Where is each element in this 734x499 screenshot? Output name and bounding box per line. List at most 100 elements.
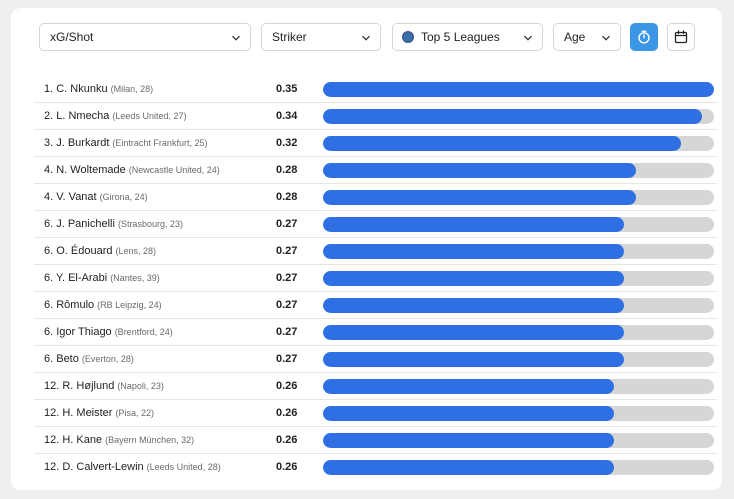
stat-bar-fill	[323, 406, 614, 421]
stat-bar-fill	[323, 190, 636, 205]
player-stat-value: 0.35	[276, 83, 298, 95]
player-row[interactable]: 6. O. Édouard (Lens, 28) 0.27	[34, 238, 717, 265]
stat-bar-fill	[323, 109, 703, 124]
player-name: 3. J. Burkardt (Eintracht Frankfurt, 25)	[44, 130, 207, 157]
player-stat-value: 0.28	[276, 191, 298, 203]
player-club-age: (Bayern München, 32)	[105, 435, 195, 445]
player-club-age: (Leeds United, 28)	[146, 462, 221, 472]
player-name-text: 12. D. Calvert-Lewin	[44, 461, 144, 473]
player-club-age: (Napoli, 23)	[117, 381, 164, 391]
league-globe-icon	[402, 31, 414, 43]
stat-bar-track	[323, 352, 714, 367]
stat-bar-track	[323, 325, 714, 340]
stat-bar-track	[323, 298, 714, 313]
player-club-age: (Leeds United, 27)	[112, 111, 187, 121]
stat-bar-fill	[323, 271, 625, 286]
stat-bar-fill	[323, 82, 714, 97]
stat-bar-fill	[323, 163, 636, 178]
chevron-down-icon	[524, 35, 532, 41]
player-row[interactable]: 12. D. Calvert-Lewin (Leeds United, 28) 0.…	[34, 454, 717, 481]
player-row[interactable]: 6. Beto (Everton, 28) 0.27	[34, 346, 717, 373]
player-name: 12. D. Calvert-Lewin (Leeds United, 28)	[44, 454, 221, 481]
player-stat-value: 0.26	[276, 434, 298, 446]
chevron-down-icon	[602, 35, 610, 41]
player-name: 6. Igor Thiago (Brentford, 24)	[44, 319, 173, 346]
player-ranking-list: 1. C. Nkunku (Milan, 28) 0.35 2. L. Nmecha(…	[34, 76, 717, 481]
player-name-text: 6. O. Édouard	[44, 245, 113, 257]
player-row[interactable]: 4. N. Woltemade (Newcastle United, 24) 0.2…	[34, 157, 717, 184]
player-club-age: (Girona, 24)	[99, 192, 148, 202]
stat-bar-fill	[323, 136, 681, 151]
stat-bar-track	[323, 109, 714, 124]
stat-bar-fill	[323, 217, 625, 232]
player-club-age: (Milan, 28)	[110, 84, 154, 94]
player-club-age: (Brentford, 24)	[114, 327, 173, 337]
player-name-text: 2. L. Nmecha	[44, 110, 110, 122]
player-row[interactable]: 12. H. Meister (Pisa, 22) 0.26	[34, 400, 717, 427]
calendar-icon	[674, 30, 688, 44]
player-name: 1. C. Nkunku (Milan, 28)	[44, 76, 153, 103]
stat-bar-fill	[323, 433, 614, 448]
player-row[interactable]: 12. H. Kane (Bayern München, 32) 0.26	[34, 427, 717, 454]
player-name: 12. H. Meister (Pisa, 22)	[44, 400, 154, 427]
age-select[interactable]: Age	[553, 23, 621, 51]
player-row[interactable]: 6. Rômulo (RB Leipzig, 24) 0.27	[34, 292, 717, 319]
player-row[interactable]: 3. J. Burkardt (Eintracht Frankfurt, 25) 0…	[34, 130, 717, 157]
player-name-text: 3. J. Burkardt	[44, 137, 110, 149]
player-club-age: (Eintracht Frankfurt, 25)	[112, 138, 208, 148]
player-name: 4. N. Woltemade (Newcastle United, 24)	[44, 157, 220, 184]
player-stat-value: 0.27	[276, 299, 298, 311]
player-club-age: (RB Leipzig, 24)	[97, 300, 162, 310]
player-name: 6. Rômulo (RB Leipzig, 24)	[44, 292, 162, 319]
player-stat-value: 0.27	[276, 245, 298, 257]
calendar-button[interactable]	[667, 23, 695, 51]
player-club-age: (Pisa, 22)	[115, 408, 154, 418]
player-club-age: (Newcastle United, 24)	[128, 165, 220, 175]
age-select-label: Age	[564, 30, 586, 44]
player-row[interactable]: 12. R. Højlund (Napoli, 23) 0.26	[34, 373, 717, 400]
stopwatch-icon	[638, 30, 650, 44]
player-stat-value: 0.27	[276, 218, 298, 230]
player-name: 12. R. Højlund (Napoli, 23)	[44, 373, 164, 400]
leaderboard-card: xG/Shot Striker Top 5 Leagues Age	[11, 8, 722, 490]
stat-bar-track	[323, 433, 714, 448]
player-name-text: 12. H. Meister	[44, 407, 113, 419]
player-row[interactable]: 2. L. Nmecha (Leeds United, 27) 0.34	[34, 103, 717, 130]
player-row[interactable]: 6. Igor Thiago (Brentford, 24) 0.27	[34, 319, 717, 346]
player-name-text: 6. Igor Thiago	[44, 326, 112, 338]
stat-bar-fill	[323, 352, 625, 367]
player-stat-value: 0.28	[276, 164, 298, 176]
chevron-down-icon	[232, 35, 240, 41]
position-select[interactable]: Striker	[261, 23, 381, 51]
player-stat-value: 0.27	[276, 326, 298, 338]
player-stat-value: 0.26	[276, 461, 298, 473]
chevron-down-icon	[362, 35, 370, 41]
stat-bar-track	[323, 136, 714, 151]
player-stat-value: 0.32	[276, 137, 298, 149]
position-select-label: Striker	[272, 30, 307, 44]
filter-toolbar: xG/Shot Striker Top 5 Leagues Age	[39, 23, 709, 51]
player-name: 6. J. Panichelli (Strasbourg, 23)	[44, 211, 183, 238]
stat-bar-track	[323, 406, 714, 421]
stat-bar-track	[323, 163, 714, 178]
league-select[interactable]: Top 5 Leagues	[392, 23, 543, 51]
player-row[interactable]: 6. Y. El-Arabi (Nantes, 39) 0.27	[34, 265, 717, 292]
player-name: 2. L. Nmecha (Leeds United, 27)	[44, 103, 186, 130]
player-stat-value: 0.26	[276, 407, 298, 419]
stat-bar-fill	[323, 460, 614, 475]
player-name: 12. H. Kane (Bayern München, 32)	[44, 427, 194, 454]
stat-bar-track	[323, 244, 714, 259]
metric-select[interactable]: xG/Shot	[39, 23, 251, 51]
stat-bar-track	[323, 271, 714, 286]
timer-button[interactable]	[630, 23, 658, 51]
player-row[interactable]: 4. V. Vanat (Girona, 24) 0.28	[34, 184, 717, 211]
metric-select-label: xG/Shot	[50, 30, 94, 44]
stat-bar-track	[323, 379, 714, 394]
player-stat-value: 0.26	[276, 380, 298, 392]
stat-bar-track	[323, 217, 714, 232]
player-row[interactable]: 6. J. Panichelli (Strasbourg, 23) 0.27	[34, 211, 717, 238]
player-name-text: 12. R. Højlund	[44, 380, 115, 392]
player-name-text: 1. C. Nkunku	[44, 83, 108, 95]
player-row[interactable]: 1. C. Nkunku (Milan, 28) 0.35	[34, 76, 717, 103]
player-name-text: 6. Y. El-Arabi	[44, 272, 108, 284]
